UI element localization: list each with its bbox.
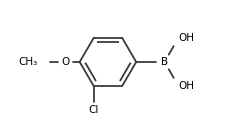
Text: B: B [160, 57, 167, 67]
Text: CH₃: CH₃ [18, 57, 37, 67]
Text: OH: OH [178, 33, 194, 43]
Text: Cl: Cl [88, 105, 98, 115]
Text: OH: OH [178, 81, 194, 91]
Text: O: O [61, 57, 69, 67]
